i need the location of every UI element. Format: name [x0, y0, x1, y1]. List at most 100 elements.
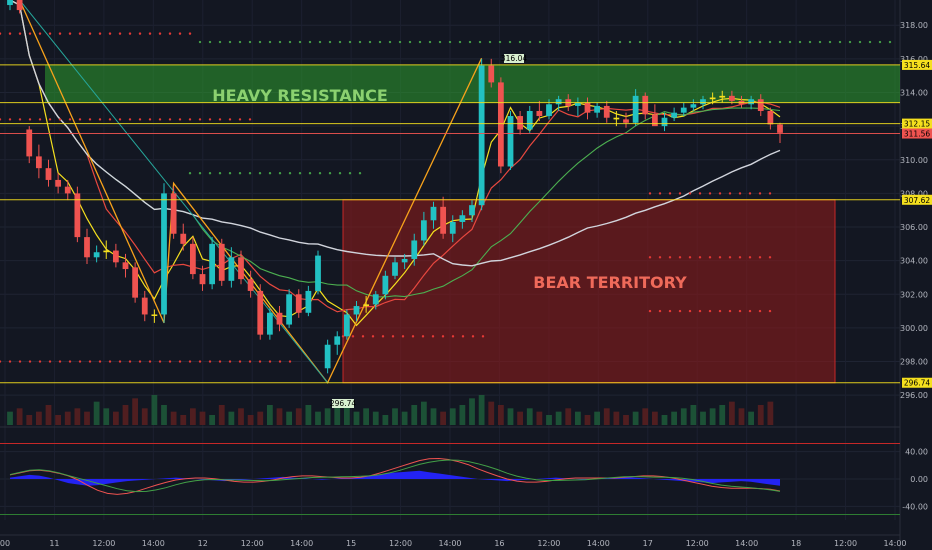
- stop-dot: [361, 335, 365, 338]
- price-candles[interactable]: [7, 0, 783, 374]
- volume-bar: [228, 411, 235, 425]
- volume-bar: [132, 398, 139, 425]
- volume-bar: [719, 405, 726, 425]
- stop-dot: [768, 192, 772, 195]
- stop-dot: [278, 360, 282, 363]
- volume-bar: [709, 408, 716, 425]
- candle-body: [623, 119, 629, 123]
- volume-bar: [738, 408, 745, 425]
- stop-dot: [818, 40, 822, 44]
- stop-dot: [688, 192, 692, 195]
- volume-bar: [93, 401, 100, 425]
- volume-bar: [546, 415, 552, 425]
- stop-dot: [188, 118, 192, 121]
- candle-body: [382, 275, 389, 295]
- candle-body: [276, 312, 283, 325]
- stop-dot: [248, 118, 252, 121]
- volume-bar: [478, 395, 485, 425]
- time-tick-label: 12:00: [92, 539, 115, 548]
- volume-bar: [64, 411, 71, 425]
- candle-body: [151, 314, 158, 316]
- stop-dot: [668, 40, 672, 44]
- stop-dot: [178, 32, 182, 35]
- stop-dot: [708, 256, 712, 259]
- volume-bar: [363, 408, 370, 425]
- volume-bar: [536, 411, 543, 425]
- volume-bar: [238, 408, 244, 425]
- price-tag-bg: [902, 118, 932, 129]
- oscillator-tick-label: 0.00: [910, 475, 928, 484]
- candle-body: [536, 110, 543, 117]
- stop-dot: [148, 360, 152, 363]
- stop-dot: [768, 256, 772, 259]
- price-axis: 318.00316.00314.00312.00310.00308.00306.…: [900, 21, 928, 400]
- stop-dot: [198, 118, 202, 121]
- stop-dot: [268, 360, 272, 363]
- volume-bar: [469, 398, 475, 425]
- stop-dot: [481, 335, 485, 338]
- stop-dot: [698, 256, 702, 259]
- stop-dot: [378, 40, 382, 44]
- stop-dot: [538, 40, 542, 44]
- oscillator-signal-line: [9, 457, 781, 495]
- candle-body: [112, 250, 119, 263]
- volume-bar: [392, 408, 398, 425]
- volume-bar: [16, 408, 23, 425]
- stop-dot: [268, 40, 272, 44]
- candle-body: [719, 95, 726, 98]
- horizontal-levels: [0, 64, 900, 384]
- volume-bar: [555, 411, 562, 425]
- volume-bar: [651, 411, 658, 425]
- candle-body: [55, 179, 62, 187]
- candle-body: [440, 206, 447, 234]
- stop-dot: [288, 360, 292, 363]
- heavy-resistance-zone: [45, 64, 900, 103]
- price-tag-bg: [902, 377, 932, 388]
- candle-body: [286, 294, 293, 325]
- stop-dot: [618, 40, 622, 44]
- stop-dot: [138, 32, 142, 35]
- stop-dot: [461, 335, 465, 338]
- volume-bar: [517, 411, 524, 425]
- stop-dot: [48, 32, 52, 35]
- stop-dot: [808, 40, 812, 44]
- candle-body: [603, 105, 610, 118]
- stop-dot: [698, 40, 702, 44]
- stop-dot: [8, 32, 12, 35]
- candle-body: [526, 110, 533, 130]
- stop-dot: [298, 172, 302, 175]
- stop-dot: [208, 360, 212, 363]
- stop-dot: [0, 32, 2, 35]
- candle-body: [767, 110, 774, 125]
- candle-body: [372, 294, 379, 305]
- candle-body: [574, 102, 581, 106]
- stop-dot: [218, 40, 222, 44]
- stop-dot: [698, 192, 702, 195]
- oscillator-tick-label: -40.00: [902, 502, 928, 511]
- oscillator-pane: [0, 442, 900, 516]
- stop-dot: [678, 309, 682, 313]
- stop-dot: [48, 360, 52, 363]
- stop-dot: [88, 360, 92, 363]
- stop-dot: [278, 172, 282, 175]
- time-tick-label: 14:00: [438, 539, 461, 548]
- stop-dot: [98, 118, 102, 121]
- volume-bar: [247, 415, 254, 425]
- candle-body: [132, 267, 139, 298]
- volume-bar: [449, 408, 456, 425]
- candle-body: [488, 65, 495, 83]
- stop-dot: [658, 192, 662, 195]
- stop-dot: [868, 40, 872, 44]
- stop-dot: [588, 40, 592, 44]
- volume-bar: [189, 408, 196, 425]
- volume-bar: [401, 411, 408, 425]
- stop-dot: [431, 335, 435, 338]
- stop-dot: [198, 40, 202, 44]
- stop-dot: [198, 172, 202, 175]
- candle-body: [680, 107, 687, 113]
- volume-bar: [767, 401, 774, 425]
- stop-dot: [568, 40, 572, 44]
- candle-body: [141, 297, 148, 315]
- stop-dot: [308, 40, 312, 44]
